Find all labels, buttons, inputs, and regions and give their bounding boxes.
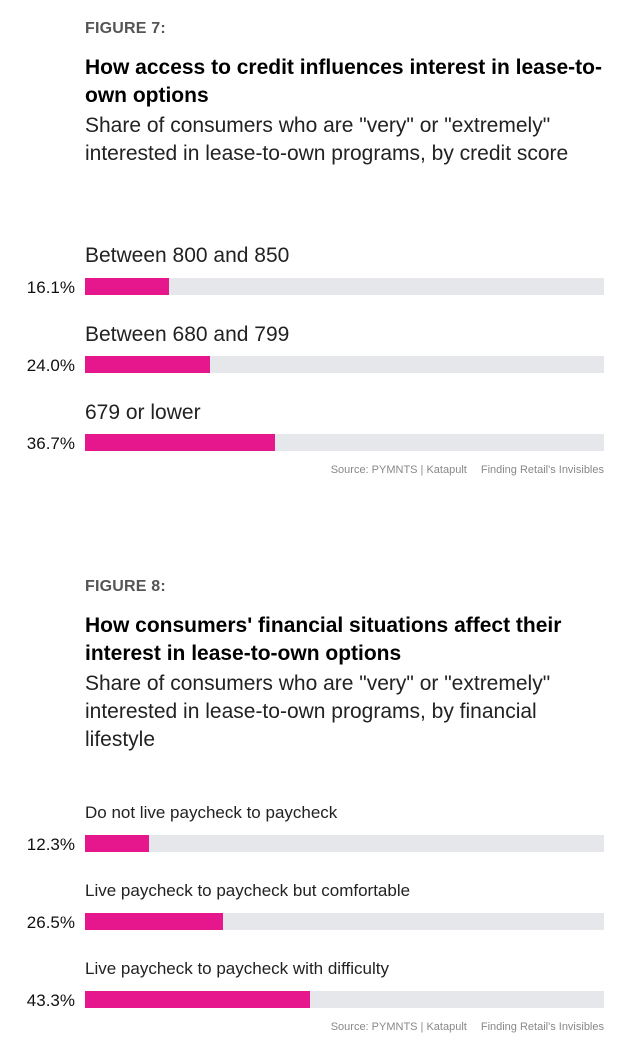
bar-track	[85, 991, 604, 1008]
bar-category-label: Do not live paycheck to paycheck	[85, 803, 338, 822]
source-text: Source: PYMNTS | Katapult	[330, 464, 467, 476]
bar-value-label: 43.3%	[26, 991, 75, 1010]
figure-title: How access to credit influences interest…	[85, 56, 602, 107]
bar	[85, 913, 223, 930]
bar-value-label: 26.5%	[26, 913, 75, 932]
report-name: Finding Retail's Invisibles	[480, 1021, 604, 1033]
bar	[85, 434, 276, 451]
bar-category-label: Live paycheck to paycheck but comfortabl…	[85, 881, 411, 900]
figure-subtitle: Share of consumers who are "very" or "ex…	[85, 672, 551, 751]
bar-track	[85, 913, 604, 930]
bar	[85, 356, 210, 373]
bar-value-label: 36.7%	[26, 434, 75, 453]
figure-title: How consumers' financial situations affe…	[85, 614, 562, 665]
bar-track	[85, 356, 604, 373]
bar-category-label: Live paycheck to paycheck with difficult…	[85, 959, 389, 978]
bar	[85, 991, 310, 1008]
bar-value-label: 16.1%	[26, 278, 75, 297]
report-name: Finding Retail's Invisibles	[480, 464, 604, 476]
bar-track	[85, 835, 604, 852]
bar	[85, 278, 169, 295]
bar-track	[85, 278, 604, 295]
bar-value-label: 12.3%	[26, 835, 75, 854]
source-note: Source: PYMNTS | Katapult Finding Retail'…	[331, 1021, 604, 1033]
bar	[85, 835, 149, 852]
figure-subtitle: Share of consumers who are "very" or "ex…	[85, 114, 569, 165]
source-text: Source: PYMNTS | Katapult	[330, 1021, 467, 1033]
bar-track	[85, 434, 604, 451]
source-note: Source: PYMNTS | Katapult Finding Retail'…	[331, 464, 604, 476]
figure-label: FIGURE 7:	[85, 20, 166, 37]
figure-label: FIGURE 8:	[85, 578, 166, 595]
bar-category-label: Between 680 and 799	[85, 323, 290, 346]
bar-category-label: 679 or lower	[85, 401, 201, 424]
bar-category-label: Between 800 and 850	[85, 244, 290, 267]
bar-value-label: 24.0%	[26, 356, 75, 375]
